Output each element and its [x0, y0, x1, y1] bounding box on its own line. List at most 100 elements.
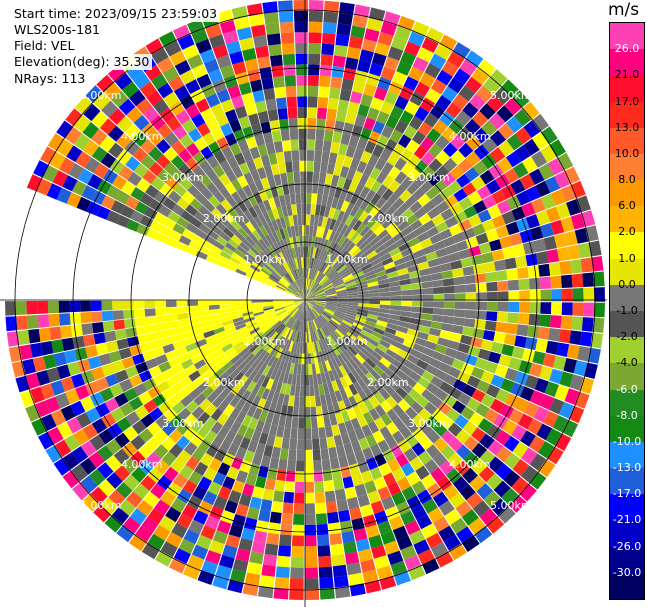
range-gate [272, 301, 284, 304]
range-gate [297, 300, 305, 308]
range-gate [315, 271, 322, 282]
range-gate [283, 327, 291, 339]
range-gate [417, 193, 431, 207]
range-gate [287, 318, 295, 328]
range-gate [404, 555, 422, 571]
range-gate [328, 446, 338, 459]
range-gate [379, 300, 391, 305]
range-gate [400, 51, 417, 66]
range-gate [373, 365, 385, 376]
range-gate [416, 359, 429, 371]
range-gate [380, 201, 392, 214]
range-gate [163, 466, 179, 482]
range-gate [283, 301, 295, 304]
range-gate [318, 340, 324, 351]
range-gate [424, 459, 439, 474]
range-gate [295, 309, 301, 320]
range-gate [365, 189, 376, 202]
range-gate [313, 161, 321, 173]
range-gate [234, 231, 246, 242]
range-gate [215, 259, 228, 268]
range-gate [132, 131, 148, 147]
range-gate [213, 367, 226, 379]
range-gate [160, 336, 173, 347]
range-gate [412, 187, 426, 201]
range-gate [420, 274, 433, 283]
range-gate [248, 113, 260, 126]
range-gate [551, 289, 563, 302]
range-gate [353, 528, 368, 542]
range-gate [231, 310, 243, 316]
range-gate [547, 446, 564, 465]
range-gate [347, 430, 358, 443]
range-ring-label: 3.00km [408, 171, 450, 184]
range-gate [254, 179, 264, 192]
range-gate [284, 75, 296, 87]
range-gate [450, 150, 466, 165]
range-gate [205, 443, 219, 458]
range-gate [318, 555, 332, 568]
range-gate [286, 272, 294, 283]
range-gate [305, 289, 309, 300]
range-gate [527, 418, 543, 435]
range-gate [181, 504, 198, 520]
range-gate [525, 185, 541, 202]
range-gate [328, 370, 336, 382]
range-gate [243, 314, 254, 320]
range-gate [123, 318, 136, 329]
range-gate [204, 430, 218, 444]
colorbar-tick-label: 26.0 [614, 42, 640, 56]
range-gate [447, 51, 465, 68]
range-gate [81, 323, 94, 336]
range-gate [465, 283, 477, 293]
range-gate [412, 294, 423, 301]
range-gate [171, 169, 186, 184]
range-gate [275, 218, 283, 230]
range-gate [128, 396, 144, 411]
range-gate [126, 491, 143, 508]
range-gate [326, 268, 336, 278]
range-gate [141, 122, 157, 139]
range-gate [123, 387, 138, 402]
range-gate [148, 161, 164, 177]
range-gate [277, 545, 291, 557]
range-gate [400, 310, 412, 318]
range-gate [156, 475, 173, 491]
range-gate [442, 236, 456, 248]
range-gate [355, 314, 367, 321]
range-gate [200, 452, 214, 467]
range-gate [334, 311, 345, 318]
range-gate [313, 330, 318, 342]
range-gate [353, 319, 365, 327]
range-gate [412, 382, 426, 395]
range-gate [504, 97, 522, 116]
range-gate [325, 304, 337, 309]
range-gate [284, 316, 293, 326]
range-gate [385, 222, 398, 234]
range-gate [334, 260, 344, 270]
range-gate [114, 73, 133, 90]
range-gate [220, 99, 235, 113]
range-gate [315, 295, 327, 299]
range-gate [529, 471, 547, 490]
range-gate [405, 406, 418, 420]
range-gate [153, 429, 169, 444]
range-gate [166, 375, 180, 388]
range-gate [80, 300, 91, 312]
range-gate [267, 355, 276, 367]
range-gate [162, 66, 180, 83]
range-gate [155, 550, 173, 567]
range-gate [265, 311, 276, 318]
range-gate [328, 522, 341, 535]
range-gate [520, 465, 538, 483]
range-gate [305, 291, 312, 300]
range-gate [372, 430, 385, 444]
range-gate [82, 121, 99, 139]
range-gate [341, 410, 351, 423]
range-gate [390, 339, 403, 349]
range-gate [423, 244, 436, 255]
range-gate [318, 383, 325, 396]
range-gate [311, 283, 320, 293]
range-gate [403, 76, 419, 91]
range-gate [473, 200, 487, 214]
